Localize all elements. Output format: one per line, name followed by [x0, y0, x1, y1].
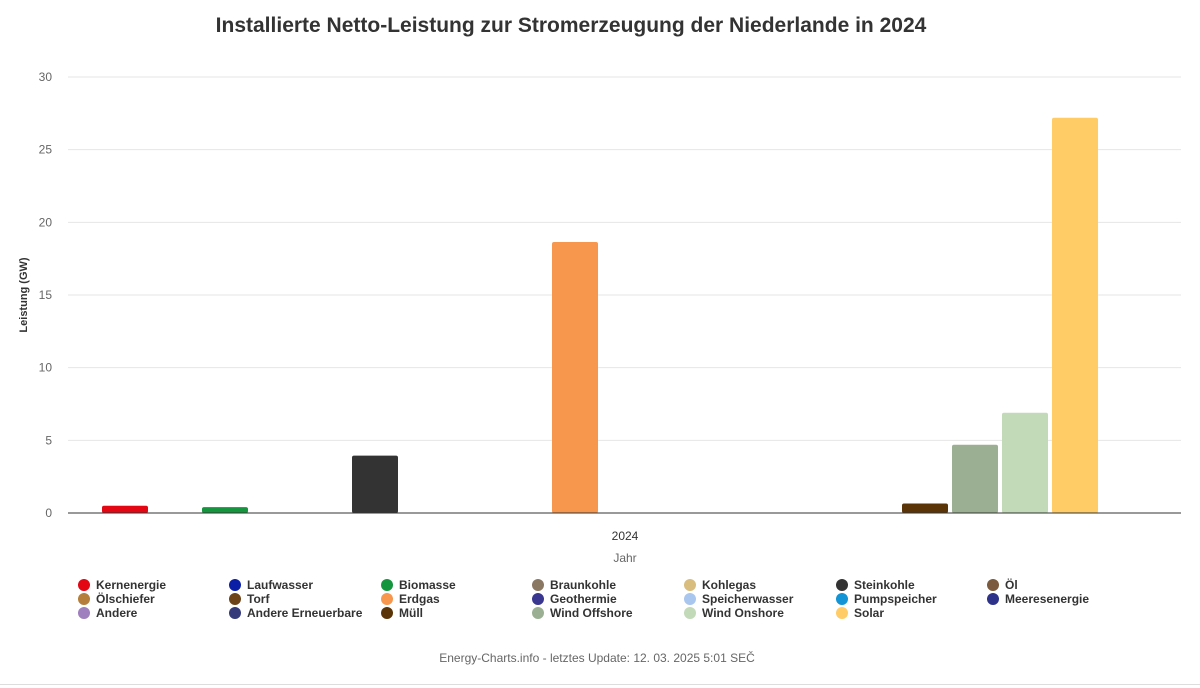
bars — [102, 117, 1098, 514]
legend-item[interactable]: Wind Offshore — [532, 606, 633, 620]
bar-chart: 0 5 10 15 20 25 30 2024 Jahr Leistung (GW) — [18, 70, 1181, 565]
legend-label: Kernenergie — [96, 578, 167, 592]
y-tick-label: 10 — [39, 361, 53, 375]
legend-item[interactable]: Kohlegas — [684, 578, 756, 592]
bar-müll[interactable] — [902, 503, 948, 513]
bar-solar[interactable] — [1052, 117, 1098, 514]
legend-symbol-icon — [78, 607, 90, 619]
credits-text[interactable]: Energy-Charts.info - letztes Update: 12.… — [439, 651, 755, 665]
y-axis-title: Leistung (GW) — [18, 257, 30, 332]
legend-item[interactable]: Steinkohle — [836, 578, 915, 592]
legend-symbol-icon — [229, 593, 241, 605]
y-axis-ticks: 0 5 10 15 20 25 30 — [39, 70, 53, 520]
legend-symbol-icon — [532, 593, 544, 605]
legend-symbol-icon — [987, 593, 999, 605]
legend-item[interactable]: Pumpspeicher — [836, 592, 937, 606]
y-tick-label: 25 — [39, 143, 53, 157]
legend-item[interactable]: Geothermie — [532, 592, 617, 606]
legend-label: Braunkohle — [550, 578, 617, 592]
legend-item[interactable]: Andere — [78, 606, 137, 620]
legend-symbol-icon — [381, 579, 393, 591]
grid-lines — [68, 76, 1181, 441]
legend-label: Solar — [854, 606, 885, 620]
bar-erdgas[interactable] — [552, 241, 598, 513]
legend-label: Andere Erneuerbare — [247, 606, 363, 620]
legend-label: Meeresenergie — [1005, 592, 1090, 606]
legend-label: Andere — [96, 606, 138, 620]
legend-item[interactable]: Torf — [229, 592, 269, 606]
legend-item[interactable]: Wind Onshore — [684, 606, 784, 620]
legend-item[interactable]: Speicherwasser — [684, 592, 793, 606]
legend-item[interactable]: Andere Erneuerbare — [229, 606, 362, 620]
legend-symbol-icon — [684, 579, 696, 591]
legend-symbol-icon — [987, 579, 999, 591]
legend-item[interactable]: Laufwasser — [229, 578, 313, 592]
bar-wind-onshore[interactable] — [1002, 412, 1048, 513]
legend-item[interactable]: Erdgas — [381, 592, 440, 606]
chart-title: Installierte Netto-Leistung zur Stromerz… — [215, 14, 927, 37]
legend-symbol-icon — [684, 607, 696, 619]
legend-label: Laufwasser — [247, 578, 314, 592]
bar-steinkohle[interactable] — [352, 455, 398, 513]
legend-symbol-icon — [836, 607, 848, 619]
bar-wind-offshore[interactable] — [952, 444, 998, 513]
legend-label: Geothermie — [550, 592, 617, 606]
y-tick-label: 30 — [39, 70, 53, 84]
legend-symbol-icon — [78, 593, 90, 605]
y-tick-label: 15 — [39, 288, 53, 302]
legend-symbol-icon — [836, 579, 848, 591]
legend-item[interactable]: Braunkohle — [532, 578, 616, 592]
y-tick-label: 20 — [39, 215, 53, 229]
legend-label: Müll — [399, 606, 423, 620]
legend-item[interactable]: Biomasse — [381, 578, 456, 592]
legend-label: Steinkohle — [854, 578, 915, 592]
legend-symbol-icon — [78, 579, 90, 591]
legend-item[interactable]: Müll — [381, 606, 423, 620]
y-tick-label: 0 — [45, 506, 52, 520]
legend-label: Biomasse — [399, 578, 456, 592]
legend-symbol-icon — [684, 593, 696, 605]
legend-item[interactable]: Solar — [836, 606, 884, 620]
legend-symbol-icon — [381, 593, 393, 605]
legend-label: Öl — [1005, 578, 1018, 592]
bottom-divider — [0, 684, 1200, 685]
legend-label: Speicherwasser — [702, 592, 794, 606]
legend-label: Ölschiefer — [96, 592, 155, 606]
legend-label: Pumpspeicher — [854, 592, 937, 606]
legend-label: Erdgas — [399, 592, 440, 606]
legend-item[interactable]: Ölschiefer — [78, 592, 155, 606]
legend-label: Torf — [247, 592, 270, 606]
legend-symbol-icon — [381, 607, 393, 619]
legend-symbol-icon — [229, 607, 241, 619]
legend-label: Wind Offshore — [550, 606, 633, 620]
legend-symbol-icon — [532, 607, 544, 619]
bar-biomasse[interactable] — [202, 507, 248, 513]
legend-symbol-icon — [532, 579, 544, 591]
x-tick-label: 2024 — [612, 529, 639, 543]
legend-label: Wind Onshore — [702, 606, 784, 620]
y-tick-label: 5 — [45, 433, 52, 447]
legend-item[interactable]: Öl — [987, 578, 1018, 592]
legend-item[interactable]: Kernenergie — [78, 578, 166, 592]
legend-symbol-icon — [229, 579, 241, 591]
bar-kernenergie[interactable] — [102, 505, 148, 513]
legend-item[interactable]: Meeresenergie — [987, 592, 1089, 606]
x-axis-title: Jahr — [613, 551, 636, 565]
legend-symbol-icon — [836, 593, 848, 605]
legend-label: Kohlegas — [702, 578, 757, 592]
